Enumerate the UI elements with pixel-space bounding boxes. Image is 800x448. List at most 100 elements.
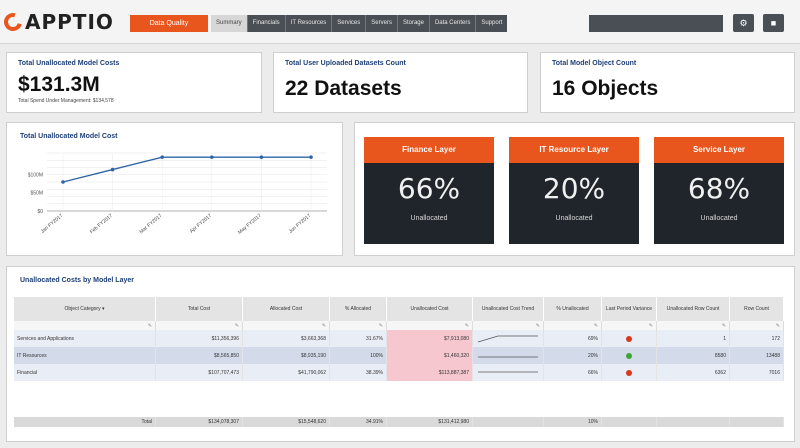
tab-financials[interactable]: Financials [246, 15, 285, 32]
x-tick-label: Mar FY2017 [139, 213, 164, 235]
service-layer-tile[interactable]: Service Layer 68% Unallocated [654, 137, 784, 244]
header-row-count[interactable]: Row Count [730, 297, 784, 321]
cell-pct-allocated: 31.67% [330, 330, 387, 347]
header-object-category[interactable]: Object Category ▾ [14, 297, 156, 321]
filter-icon[interactable]: ✎ [14, 321, 156, 330]
total-pct-allocated: 34.91% [330, 417, 387, 427]
total-cost: $134,078,307 [156, 417, 243, 427]
filter-icon[interactable]: ✎ [387, 321, 473, 330]
kpi-subtext: Total Spend Under Management: $134,578 [18, 98, 114, 104]
cell-row-count: 172 [730, 330, 784, 347]
x-tick-label: Feb FY2017 [89, 213, 114, 235]
cell-unallocated-row-count: 1 [657, 330, 730, 347]
kpi-card-objects: Total Model Object Count 16 Objects [540, 52, 795, 113]
filter-icon[interactable]: ✎ [156, 321, 243, 330]
finance-layer-tile[interactable]: Finance Layer 66% Unallocated [364, 137, 494, 244]
filter-icon[interactable]: ✎ [243, 321, 330, 330]
kpi-value: $131.3M [18, 73, 100, 96]
cell-pct-unallocated: 69% [544, 330, 602, 347]
layer-label: Unallocated [700, 215, 738, 222]
kpi-card-unallocated-cost: Total Unallocated Model Costs $131.3M To… [6, 52, 262, 113]
layer-label: Unallocated [555, 215, 593, 222]
data-point [110, 167, 115, 172]
logo-mark-icon [0, 9, 26, 35]
cell-category: IT Resources [14, 347, 156, 364]
cell-category: Financial [14, 364, 156, 381]
filter-icon[interactable]: ✎ [730, 321, 784, 330]
gear-icon[interactable]: ⚙ [733, 14, 754, 32]
table-row[interactable]: Financial $107,707,473 $41,790,062 38.39… [14, 364, 784, 381]
filter-icon[interactable]: ✎ [657, 321, 730, 330]
header-unallocated-cost[interactable]: Unallocated Cost [387, 297, 473, 321]
cell-category: Services and Applications [14, 330, 156, 347]
layer-name: IT Resource Layer [509, 137, 639, 163]
table-title: Unallocated Costs by Model Layer [20, 277, 134, 284]
kpi-title: Total Model Object Count [552, 60, 637, 67]
cell-total-cost: $107,707,473 [156, 364, 243, 381]
header-pct-unallocated[interactable]: % Unallocated [544, 297, 602, 321]
table-total-row: Total $134,078,307 $15,548,620 34.91% $1… [14, 417, 784, 427]
tab-summary[interactable]: Summary [211, 15, 247, 32]
data-quality-button[interactable]: Data Quality [130, 15, 208, 32]
cell-unallocated-row-count: 8580 [657, 347, 730, 364]
header-last-period-variance[interactable]: Last Period Variance [602, 297, 657, 321]
filter-icon[interactable]: ✎ [544, 321, 602, 330]
data-point [259, 155, 264, 159]
filter-icon[interactable]: ✎ [602, 321, 657, 330]
layer-percent: 68% [687, 172, 751, 205]
tab-data-centers[interactable]: Data Centers [428, 15, 476, 32]
cell-allocated-cost: $41,790,062 [243, 364, 330, 381]
tab-storage[interactable]: Storage [396, 15, 429, 32]
table-empty-area [14, 381, 784, 417]
data-point [309, 155, 313, 159]
kpi-value: 22 Datasets [285, 77, 402, 100]
apptio-logo[interactable]: APPTIO [0, 9, 114, 35]
table-row[interactable]: Services and Applications $11,356,396 $3… [14, 330, 784, 347]
total-unallocated-rows [657, 417, 730, 427]
layer-percent: 66% [397, 172, 461, 205]
layer-percent: 20% [542, 172, 606, 205]
header-unallocated-row-count[interactable]: Unallocated Row Count [657, 297, 730, 321]
logo-text: APPTIO [25, 10, 114, 34]
table-row[interactable]: IT Resources $8,565,850 $8,935,190 100% … [14, 347, 784, 364]
total-trend [473, 417, 544, 427]
it-resource-layer-tile[interactable]: IT Resource Layer 20% Unallocated [509, 137, 639, 244]
layer-name: Service Layer [654, 137, 784, 163]
x-tick-label: Jan FY2017 [40, 213, 65, 235]
cell-unallocated-cost: $7,913,080 [387, 330, 473, 347]
tab-services[interactable]: Services [331, 15, 366, 32]
line-chart: $0 $50M $100M Jan FY2017 Feb FY2017 Mar FY201… [28, 152, 327, 236]
total-label: Total [14, 417, 156, 427]
tab-it-resources[interactable]: IT Resources [284, 15, 332, 32]
filter-icon[interactable]: ✎ [473, 321, 544, 330]
header-total-cost[interactable]: Total Cost [156, 297, 243, 321]
y-tick-label: $0 [37, 209, 43, 215]
user-icon[interactable]: ■ [763, 14, 784, 32]
header-unallocated-trend[interactable]: Unallocated Cost Trend [473, 297, 544, 321]
total-pct-unallocated: 10% [544, 417, 602, 427]
kpi-title: Total User Uploaded Datasets Count [285, 60, 406, 67]
filter-icon[interactable]: ✎ [330, 321, 387, 330]
x-tick-label: Jun FY2017 [288, 213, 313, 235]
table-header-row: Object Category ▾ Total Cost Allocated C… [14, 297, 784, 321]
tab-servers[interactable]: Servers [365, 15, 397, 32]
cell-unallocated-row-count: 6362 [657, 364, 730, 381]
cell-total-cost: $8,565,850 [156, 347, 243, 364]
y-tick-label: $100M [28, 172, 43, 178]
header-pct-allocated[interactable]: % Allocated [330, 297, 387, 321]
trend-sparkline [473, 364, 544, 381]
total-rows [730, 417, 784, 427]
tab-support[interactable]: Support [475, 15, 508, 32]
tab-bar-filler [589, 15, 723, 32]
cell-unallocated-cost: $113,887,387 [387, 364, 473, 381]
cell-pct-allocated: 38.39% [330, 364, 387, 381]
total-variance [602, 417, 657, 427]
cell-pct-unallocated: 66% [544, 364, 602, 381]
data-point [160, 155, 164, 159]
chart-title: Total Unallocated Model Cost [20, 133, 118, 140]
cost-table: Object Category ▾ Total Cost Allocated C… [14, 297, 784, 429]
cell-unallocated-cost: $1,460,320 [387, 347, 473, 364]
header-allocated-cost[interactable]: Allocated Cost [243, 297, 330, 321]
unallocated-cost-chart-panel: Total Unallocated Model Cost $0 $50M $100M… [6, 122, 343, 256]
cell-pct-unallocated: 20% [544, 347, 602, 364]
